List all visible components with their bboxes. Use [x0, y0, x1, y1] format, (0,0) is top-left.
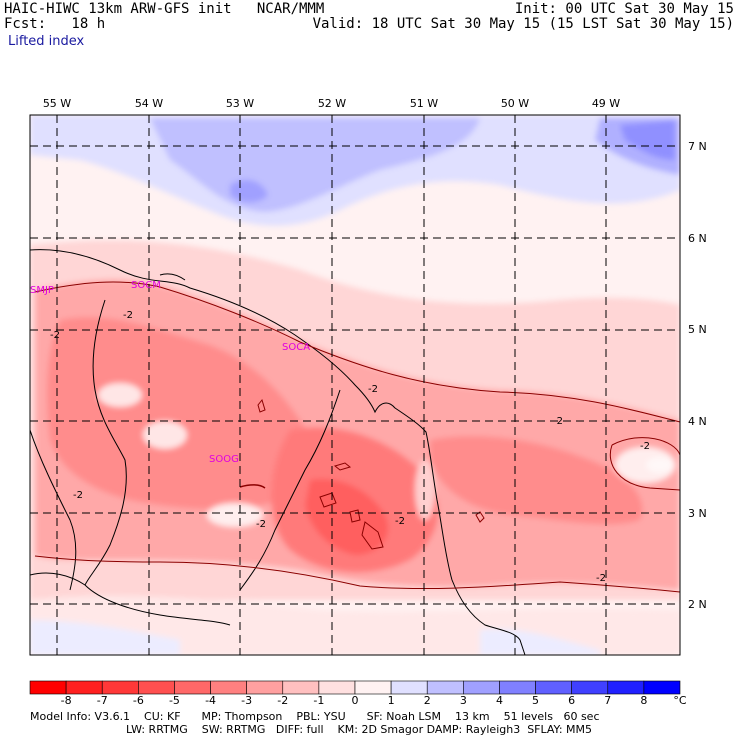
forecast-hour: Fcst: 18 h — [4, 16, 106, 32]
colorbar-swatch — [354, 680, 392, 695]
li-minus3-east — [430, 436, 643, 525]
contour-label: -2 — [368, 384, 378, 395]
lat-label-5n: 5 N — [688, 323, 707, 336]
border-french-guiana — [159, 273, 341, 591]
contour-label: -2 — [395, 516, 405, 527]
lon-label-53w: 53 W — [225, 97, 255, 110]
lat-lon-grid — [30, 115, 680, 655]
colorbar-tick-label: 7 — [604, 694, 612, 707]
colorbar-tick-label: -7 — [96, 694, 108, 707]
colorbar-swatch — [174, 680, 211, 695]
colorbar-tick-label: 1 — [387, 694, 395, 707]
near-zero-patch — [143, 421, 187, 449]
colorbar-tick-label: 6 — [568, 694, 576, 707]
lon-label-55w: 55 W — [42, 97, 72, 110]
li-minus4-core — [305, 479, 389, 555]
near-zero-patch — [98, 383, 142, 407]
colorbar-swatch — [101, 680, 139, 695]
station-soog: SOOG — [209, 454, 239, 465]
lat-label-7n: 7 N — [688, 140, 707, 153]
contour-label: -2 — [256, 519, 266, 530]
border-suriname — [30, 299, 231, 626]
map-frame — [29, 114, 681, 656]
colorbar-swatch — [463, 680, 500, 695]
lat-label-2n: 2 N — [688, 598, 707, 611]
near-zero-patch — [646, 457, 674, 473]
colorbar-swatch — [246, 680, 284, 695]
station-socm: SOCM — [131, 280, 161, 291]
colorbar-tick-label: 2 — [423, 694, 431, 707]
colorbar-tick-label: -4 — [205, 694, 217, 707]
colorbar-swatch — [210, 680, 247, 695]
contour-label: -2 — [123, 310, 133, 321]
border-guyana — [30, 429, 77, 591]
colorbar-swatch — [571, 680, 609, 695]
colorbar-tick-label: -6 — [132, 694, 144, 707]
colorbar-tick-label: -2 — [277, 694, 289, 707]
colorbar-swatch — [607, 680, 645, 695]
lon-label-51w: 51 W — [409, 97, 439, 110]
model-info-line2: LW: RRTMG SW: RRTMG DIFF: full KM: 2D Sm… — [126, 723, 592, 736]
init-time: Init: 00 UTC Sat 30 May 15 — [514, 1, 734, 17]
stable-core-east — [620, 120, 675, 160]
stable-region-south — [480, 629, 600, 655]
colorbar-tick-label: -1 — [313, 694, 325, 707]
lat-label-3n: 3 N — [688, 507, 707, 520]
contour-label: -2 — [640, 441, 650, 452]
colorbar-swatch — [29, 680, 67, 695]
contour-label: -2 — [596, 573, 606, 584]
colorbar-tick-label: -5 — [168, 694, 180, 707]
contour-label: -2 — [553, 416, 563, 427]
colorbar-swatch — [138, 680, 175, 695]
colorbar-tick-label: 5 — [532, 694, 540, 707]
lon-label-49w: 49 W — [591, 97, 621, 110]
colorbar-swatch — [282, 680, 320, 695]
model-info-line1: Model Info: V3.6.1 CU: KF MP: Thompson P… — [30, 710, 600, 723]
lon-label-52w: 52 W — [317, 97, 347, 110]
colorbar-tick-label: 0 — [351, 694, 359, 707]
contour-line-minus2 — [34, 555, 680, 593]
near-zero-patch — [415, 460, 435, 520]
colorbar-tick-label: 8 — [640, 694, 648, 707]
colorbar — [29, 680, 681, 695]
contour-line-minus2 — [34, 281, 680, 423]
contour-line-minus4 — [319, 492, 384, 550]
colorbar-tick-label: 3 — [459, 694, 467, 707]
contour-label: -2 — [73, 490, 83, 501]
colorbar-swatch — [643, 680, 681, 695]
stable-region-south — [30, 620, 180, 655]
li-minus3-west — [47, 317, 311, 510]
contour-line-minus4 — [239, 484, 266, 489]
lat-label-4n: 4 N — [688, 415, 707, 428]
colorbar-swatch — [65, 680, 103, 695]
near-zero-patch — [207, 503, 263, 527]
station-smjp: SMJP — [30, 285, 54, 296]
colorbar-tick-label: -3 — [241, 694, 253, 707]
lon-label-50w: 50 W — [500, 97, 530, 110]
colorbar-swatch — [535, 680, 572, 695]
field-name: Lifted index — [8, 34, 85, 49]
colorbar-swatch — [390, 680, 428, 695]
contour-line-minus2 — [609, 437, 680, 491]
contour-label: -2 — [50, 330, 60, 341]
near-zero-patch — [615, 447, 675, 483]
colorbar-swatch — [318, 680, 356, 695]
colorbar-swatch — [426, 680, 464, 695]
valid-time: Valid: 18 UTC Sat 30 May 15 (15 LST Sat … — [312, 16, 734, 32]
station-soca: SOCA — [282, 342, 310, 353]
lat-label-6n: 6 N — [688, 232, 707, 245]
colorbar-tick-label: 4 — [495, 694, 503, 707]
lon-label-54w: 54 W — [134, 97, 164, 110]
colorbar-unit: °C — [673, 694, 687, 707]
coastline — [30, 249, 526, 655]
colorbar-swatch — [499, 680, 536, 695]
colorbar-tick-label: -8 — [60, 694, 72, 707]
model-title: HAIC-HIWC 13km ARW-GFS init NCAR/MMM — [4, 1, 325, 17]
